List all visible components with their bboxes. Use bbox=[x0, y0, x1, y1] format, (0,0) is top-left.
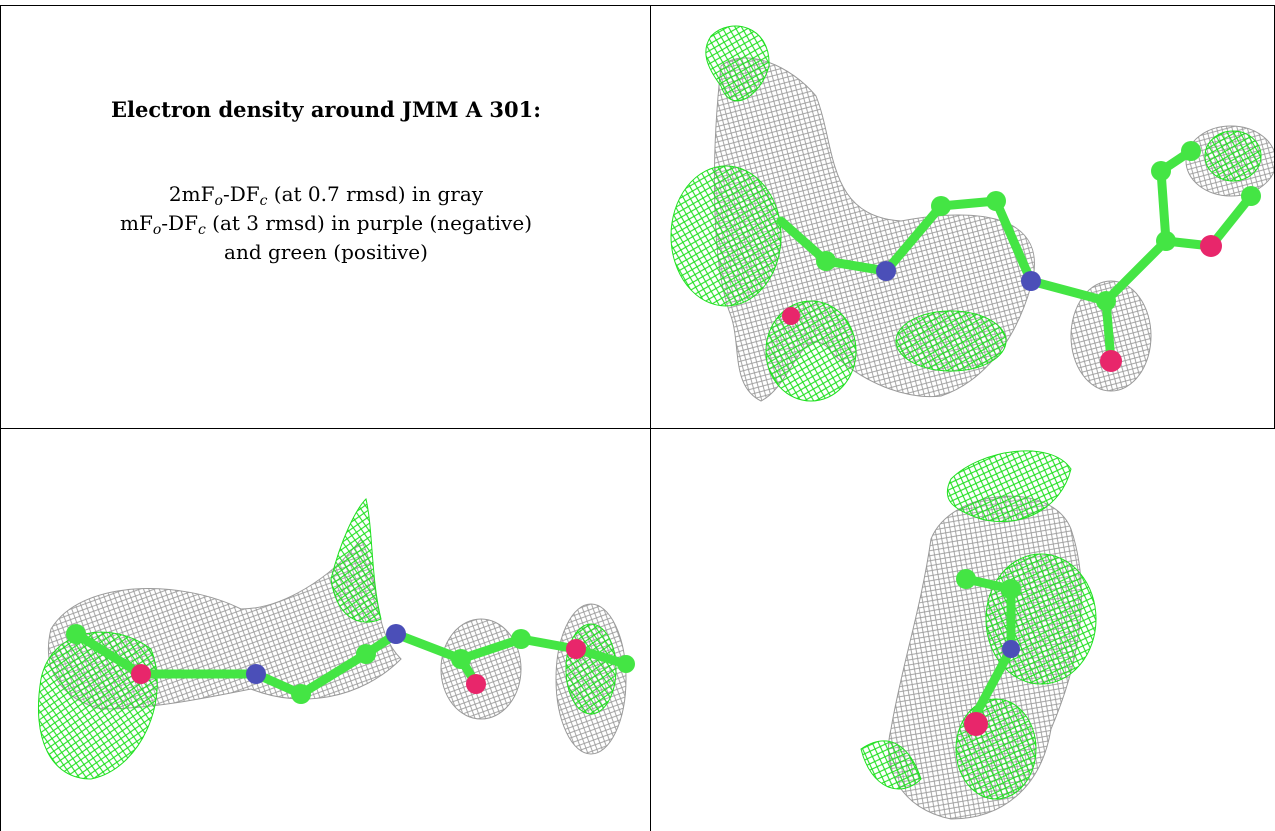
density-render-2 bbox=[37, 498, 635, 780]
density-render-3 bbox=[860, 450, 1097, 820]
mesh-positive-top bbox=[946, 450, 1072, 523]
density-view-top-right bbox=[651, 6, 1274, 428]
ligand-atoms bbox=[956, 569, 1021, 736]
caption-legend: 2mFo-DFc (at 0.7 rmsd) in gray mFo-DFc (… bbox=[31, 180, 621, 267]
mesh-positive-bottom bbox=[765, 300, 857, 402]
border-middle-vertical bbox=[650, 5, 651, 831]
border-left bbox=[0, 5, 1, 831]
density-view-bottom-right bbox=[651, 429, 1275, 831]
mesh-positive-left bbox=[670, 165, 782, 307]
density-render-1 bbox=[670, 25, 1274, 402]
mesh-positive-bottom bbox=[955, 698, 1037, 800]
ligand-atoms bbox=[66, 624, 635, 704]
density-view-bottom-left bbox=[1, 429, 650, 831]
border-middle-horizontal bbox=[0, 428, 1275, 429]
mesh-positive-left bbox=[37, 631, 158, 780]
mesh-positive-ring bbox=[1204, 130, 1262, 182]
ligand-bonds bbox=[776, 146, 1256, 366]
legend-line-2fofc: 2mFo-DFc (at 0.7 rmsd) in gray bbox=[168, 182, 484, 209]
mesh-positive-ring bbox=[565, 623, 617, 715]
mesh-positive-top bbox=[330, 498, 382, 623]
mesh-positive-center bbox=[895, 310, 1007, 372]
caption: Electron density around JMM A 301: 2mFo-… bbox=[31, 96, 621, 267]
ligand-atoms bbox=[782, 141, 1261, 372]
legend-line-positive: and green (positive) bbox=[224, 240, 428, 264]
mesh-positive-top bbox=[705, 25, 770, 102]
legend-line-fofc: mFo-DFc (at 3 rmsd) in purple (negative) bbox=[120, 211, 532, 238]
caption-cell: Electron density around JMM A 301: 2mFo-… bbox=[1, 6, 650, 428]
border-top bbox=[0, 5, 1275, 6]
mesh-2fofc-ring-a bbox=[440, 618, 522, 720]
mesh-positive-left bbox=[860, 740, 922, 790]
caption-title: Electron density around JMM A 301: bbox=[111, 97, 541, 122]
